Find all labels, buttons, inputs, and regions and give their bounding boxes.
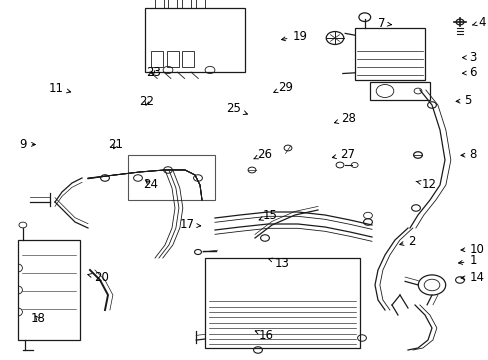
Bar	[18, 240, 80, 340]
Text: 16: 16	[255, 329, 274, 342]
Bar	[166, 51, 179, 67]
Bar	[182, 0, 191, 8]
Text: 19: 19	[281, 30, 307, 42]
Text: 13: 13	[268, 257, 289, 270]
Bar	[182, 51, 194, 67]
Bar	[354, 28, 424, 80]
Text: 4: 4	[472, 16, 485, 29]
Text: 24: 24	[142, 178, 158, 191]
Text: 10: 10	[460, 243, 483, 256]
Text: 12: 12	[415, 178, 436, 191]
Text: 3: 3	[462, 51, 476, 64]
Text: 20: 20	[87, 271, 108, 284]
Text: 8: 8	[460, 148, 476, 161]
Text: 7: 7	[377, 17, 390, 30]
Bar	[155, 0, 163, 8]
Text: 15: 15	[259, 209, 277, 222]
Bar	[128, 155, 215, 200]
Text: 29: 29	[273, 81, 292, 94]
Text: 26: 26	[253, 148, 271, 161]
Text: 6: 6	[462, 66, 476, 79]
Text: 14: 14	[460, 271, 484, 284]
Text: 11: 11	[48, 82, 71, 95]
Text: 5: 5	[455, 94, 471, 107]
Text: 9: 9	[20, 138, 35, 150]
Bar	[196, 0, 204, 8]
Text: 25: 25	[225, 102, 247, 115]
Bar	[151, 51, 163, 67]
Text: 23: 23	[145, 66, 160, 79]
Bar	[204, 258, 359, 348]
Text: 18: 18	[30, 312, 45, 325]
Bar	[369, 82, 429, 100]
Text: 1: 1	[458, 255, 476, 267]
Text: 28: 28	[334, 112, 355, 125]
Text: 2: 2	[399, 235, 415, 248]
Text: 27: 27	[332, 148, 354, 161]
Text: 22: 22	[139, 95, 154, 108]
Text: 17: 17	[179, 219, 200, 231]
Bar	[168, 0, 177, 8]
Text: 21: 21	[108, 138, 123, 151]
Bar	[145, 8, 244, 72]
